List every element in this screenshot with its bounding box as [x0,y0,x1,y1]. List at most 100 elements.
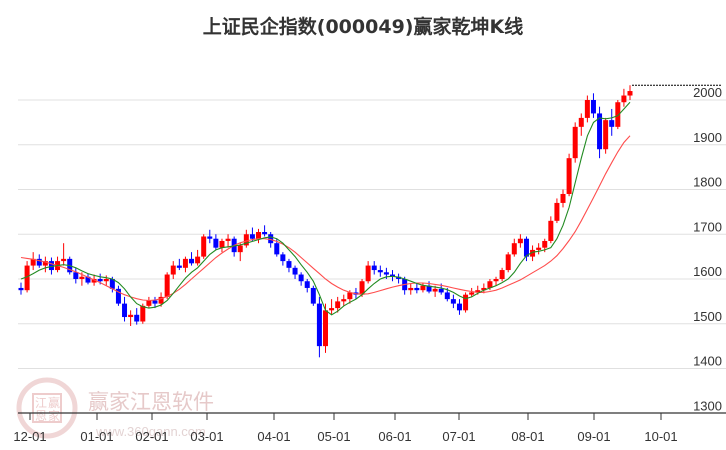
y-tick-label: 1500 [693,309,722,324]
candle [115,285,121,306]
candle [128,310,134,326]
y-tick-label: 1300 [693,398,722,413]
x-tick-label: 10-01 [644,429,677,444]
candle [225,234,231,248]
watermark-url: www.360gann.com [95,424,206,439]
candle [597,106,603,159]
candle [335,296,341,313]
candle [195,249,201,266]
candle [578,113,584,136]
candle [55,256,61,273]
candle [554,198,560,224]
candle [298,272,304,286]
candle [256,228,262,244]
candle [603,117,609,154]
candle [481,283,487,294]
candle [182,256,188,273]
candle [152,296,158,309]
candle [572,122,578,163]
candle [505,252,511,273]
candle [18,282,24,295]
svg-text:家: 家 [48,408,60,423]
candle [456,299,462,315]
candle [237,243,243,262]
x-tick-label: 03-01 [190,429,223,444]
candle [42,256,48,273]
candle [280,252,286,266]
candle [590,93,596,118]
candle [61,243,67,266]
svg-text:江: 江 [35,396,47,410]
candlestick-series [18,85,633,358]
candle [134,308,140,325]
candle [414,283,420,294]
candle [499,267,505,282]
candle [262,225,268,237]
candle [566,153,572,197]
x-tick-label: 09-01 [577,429,610,444]
candle [450,294,456,309]
ma-long-line [20,135,631,302]
svg-text:赢: 赢 [48,395,60,410]
candle [176,258,182,271]
candle [627,85,633,100]
y-tick-label: 1900 [693,130,722,145]
ma-short-line [20,101,631,316]
y-tick-label: 1600 [693,264,722,279]
candle [517,234,523,248]
candle [365,261,371,284]
candle [548,216,554,244]
candle [389,270,395,282]
candle [493,276,499,286]
y-tick-label: 2000 [693,85,722,100]
candle [30,252,36,271]
watermark: 江 赢 恩 家 赢家江恩软件 www.360gann.com [16,377,214,439]
candle [329,299,335,315]
x-axis-labels: 12-01 01-01 02-01 03-01 04-01 05-01 06-01 07-01… [13,413,678,444]
x-tick-label: 04-01 [257,429,290,444]
candle [304,279,310,293]
candle [469,287,475,297]
candle [530,245,536,262]
x-tick-label: 08-01 [511,429,544,444]
y-tick-label: 1700 [693,219,722,234]
candle [146,296,152,309]
candle [560,189,566,208]
candle [511,238,517,257]
x-tick-label: 01-01 [80,429,113,444]
candle [170,261,176,279]
candle [621,88,627,107]
candle [615,100,621,130]
y-tick-label: 1800 [693,175,722,190]
candle [420,282,426,293]
candle [243,229,249,248]
candle [536,243,542,255]
candle [292,265,298,279]
candle [122,296,128,322]
candle [377,265,383,277]
candle [609,108,615,136]
candle [249,227,255,241]
x-tick-label: 05-01 [317,429,350,444]
x-tick-label: 12-01 [13,429,46,444]
watermark-seal-icon: 江 赢 恩 家 [16,377,78,439]
candle [408,283,414,295]
x-tick-label: 06-01 [378,429,411,444]
candle [219,238,225,253]
candle [316,296,322,358]
candle [201,234,207,259]
x-tick-label: 07-01 [442,429,475,444]
candle [584,95,590,123]
svg-text:恩: 恩 [35,409,47,423]
chart-title: 上证民企指数(000049)赢家乾坤K线 [202,16,524,38]
candle [310,285,316,306]
candle [164,272,170,300]
candle [523,236,529,262]
candle [207,229,213,244]
candle [189,252,195,266]
candle [463,292,469,313]
candle [396,273,402,284]
watermark-brand: 赢家江恩软件 [88,390,214,414]
candle [103,275,109,286]
